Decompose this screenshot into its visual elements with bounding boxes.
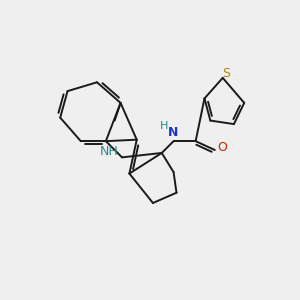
Text: O: O	[217, 141, 227, 154]
Text: N: N	[168, 126, 178, 139]
Text: H: H	[160, 122, 168, 131]
Text: NH: NH	[99, 145, 118, 158]
Text: S: S	[222, 67, 230, 80]
